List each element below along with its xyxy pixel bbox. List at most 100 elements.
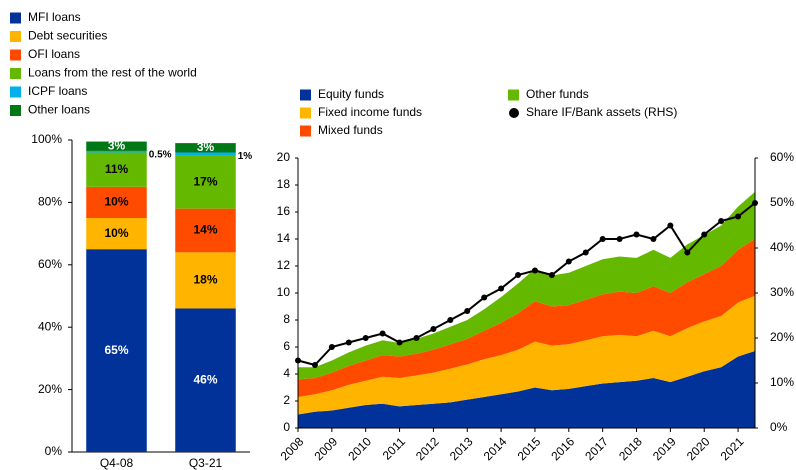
data-label: 3% [197,140,215,154]
legend-label: Other loans [28,103,90,117]
y2-tick-label: 60% [770,150,794,164]
y-tick-label: 0 [283,420,290,434]
line-marker [362,335,369,341]
y-tick-label: 12 [277,258,291,272]
x-tick-label: 2012 [413,434,442,463]
line-marker [345,339,352,346]
line-marker [718,218,725,224]
legend-label: ICPF loans [28,84,87,98]
y2-tick-label: 30% [770,285,794,299]
data-label: 14% [193,223,217,237]
line-marker [531,267,538,274]
line-marker [447,317,454,323]
y-tick-label: 10 [277,285,291,299]
legend-label: MFI loans [28,10,81,24]
x-tick-label: Q4-08 [100,456,134,470]
line-marker [548,272,555,278]
y-tick-label: 18 [277,177,291,191]
line-marker [565,258,572,265]
bar-segment [175,252,236,309]
y-tick-label: 4 [283,366,290,380]
legend-label: OFI loans [28,47,80,61]
legend-label: Share IF/Bank assets (RHS) [526,105,677,119]
legend-label: Mixed funds [318,123,383,137]
line-marker [616,236,623,242]
x-tick-label: 2014 [481,434,510,463]
legend-marker [10,86,21,98]
line-marker [481,294,488,301]
line-marker [464,308,471,314]
line-marker [684,249,691,256]
legend-label: Equity funds [318,87,384,101]
x-tick-label: 2017 [582,434,611,463]
legend-label: Fixed income funds [318,105,422,119]
line-marker [599,236,606,242]
legend-marker [300,125,311,137]
y-tick-label: 6 [283,339,290,353]
bar-segment [175,155,236,209]
x-tick-label: 2019 [650,434,679,463]
line-marker [379,330,386,337]
area [298,191,755,380]
y-tick-label: 20% [38,382,62,396]
y-tick-label: 20 [277,150,291,164]
data-label: 46% [193,372,217,386]
line-marker [430,326,437,332]
x-tick-label: 2008 [278,434,307,463]
data-label: 17% [193,174,217,188]
y-tick-label: 80% [38,195,62,209]
y-tick-label: 60% [38,257,62,271]
y2-tick-label: 50% [770,195,794,209]
area [298,239,755,397]
line-marker [413,335,420,341]
legend-marker [509,108,519,118]
line-marker [735,213,742,220]
y-tick-label: 2 [283,393,290,407]
bar-segment [86,249,147,452]
x-tick-label: 2018 [616,434,645,463]
legend-marker [10,68,21,79]
legend-marker [508,89,519,101]
data-label: 65% [104,343,128,357]
x-tick-label: 2015 [515,434,544,463]
x-tick-label: 2010 [345,434,374,463]
x-tick-label: 2021 [718,434,747,463]
legend-label: Other funds [526,87,589,101]
data-label: 1% [238,151,253,162]
line-marker [650,236,657,242]
line-marker [633,231,640,238]
data-label: 11% [105,162,129,176]
data-label: 3% [108,138,126,152]
x-tick-label: 2011 [380,434,408,462]
x-tick-label: 2016 [548,434,577,463]
y-tick-label: 100% [31,132,62,146]
y2-tick-label: 0% [770,420,788,434]
line-marker [311,362,318,368]
bar-segment [86,141,147,151]
x-tick-label: Q3-21 [189,456,223,470]
legend-marker [10,49,21,61]
legend-label: Loans from the rest of the world [28,66,197,80]
bar-segment [86,218,147,250]
bar-segment [175,208,236,253]
line-marker [667,222,674,229]
data-label: 0.5% [149,150,172,161]
data-label: 10% [104,195,128,209]
line [297,202,756,367]
x-tick-label: 2020 [684,434,713,463]
line-marker [328,344,335,350]
y2-tick-label: 10% [770,375,794,389]
data-label: 10% [104,226,128,240]
y-tick-label: 0% [45,444,63,458]
bar-segment [175,143,236,153]
legend-marker [300,89,311,101]
area [298,295,755,415]
x-tick-label: 2013 [447,434,476,463]
y-tick-label: 40% [38,319,62,333]
y2-tick-label: 20% [770,330,794,344]
legend-marker [300,107,311,119]
x-tick-label: 2009 [311,434,340,463]
bar-segment [175,152,236,156]
